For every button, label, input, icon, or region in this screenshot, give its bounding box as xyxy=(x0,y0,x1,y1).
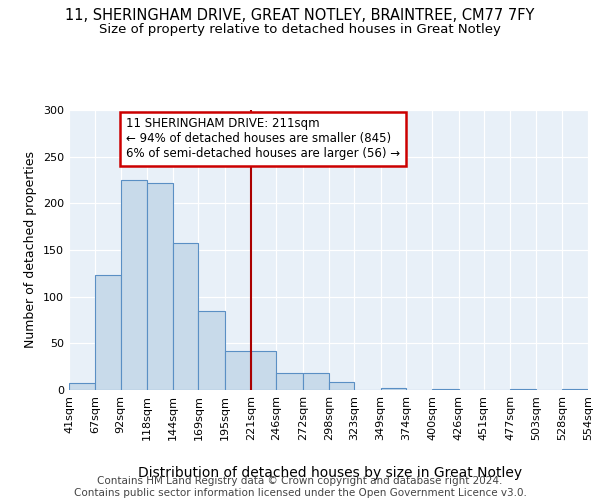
Text: 11 SHERINGHAM DRIVE: 211sqm
← 94% of detached houses are smaller (845)
6% of sem: 11 SHERINGHAM DRIVE: 211sqm ← 94% of det… xyxy=(125,118,400,160)
Bar xyxy=(277,373,303,390)
Text: Contains HM Land Registry data © Crown copyright and database right 2024.
Contai: Contains HM Land Registry data © Crown c… xyxy=(74,476,526,498)
Bar xyxy=(173,244,199,390)
Bar xyxy=(432,389,458,390)
Bar xyxy=(562,389,588,390)
Text: 11, SHERINGHAM DRIVE, GREAT NOTLEY, BRAINTREE, CM77 7FY: 11, SHERINGHAM DRIVE, GREAT NOTLEY, BRAI… xyxy=(65,8,535,22)
Bar xyxy=(147,183,173,390)
Bar xyxy=(225,351,251,390)
Text: Distribution of detached houses by size in Great Notley: Distribution of detached houses by size … xyxy=(138,466,522,480)
Bar xyxy=(303,373,329,390)
Bar xyxy=(380,388,406,390)
Text: Size of property relative to detached houses in Great Notley: Size of property relative to detached ho… xyxy=(99,24,501,36)
Bar xyxy=(199,310,225,390)
Y-axis label: Number of detached properties: Number of detached properties xyxy=(25,152,37,348)
Bar xyxy=(69,384,95,390)
Bar xyxy=(121,180,147,390)
Bar xyxy=(510,389,536,390)
Bar xyxy=(251,351,277,390)
Bar xyxy=(95,275,121,390)
Bar xyxy=(329,382,354,390)
